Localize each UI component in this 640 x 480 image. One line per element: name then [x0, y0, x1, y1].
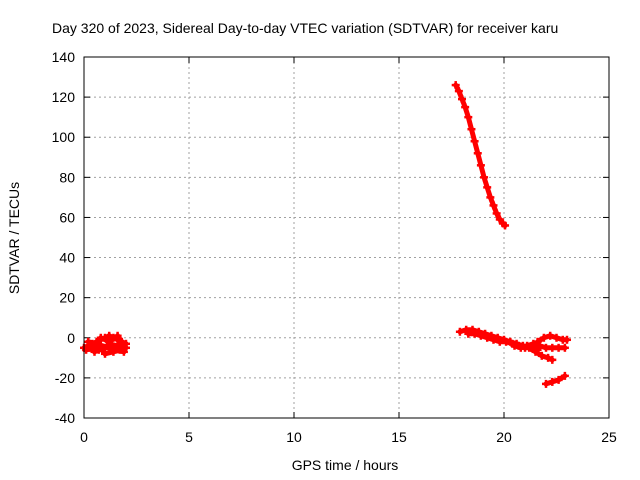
- y-tick-label: 40: [59, 250, 75, 266]
- grid-lines: [84, 57, 609, 418]
- x-tick-label: 20: [496, 429, 512, 445]
- plot-frame: [83, 56, 610, 419]
- x-tick-label: 15: [391, 429, 407, 445]
- y-tick-label: 100: [52, 129, 76, 145]
- data-point: [548, 355, 557, 364]
- data-point: [501, 221, 510, 230]
- data-point: [122, 343, 130, 352]
- trace-segment: [89, 343, 125, 353]
- y-tick-label: -40: [55, 410, 75, 426]
- y-tick-label: 80: [59, 169, 75, 185]
- data-point: [563, 335, 571, 344]
- x-tick-label: 0: [80, 429, 88, 445]
- x-tick-label: 10: [286, 429, 302, 445]
- y-tick-label: 0: [67, 330, 75, 346]
- y-axis-label: SDTVAR / TECUs: [6, 182, 22, 294]
- y-tick-label: 140: [52, 49, 76, 65]
- chart-title: Day 320 of 2023, Sidereal Day-to-day VTE…: [52, 20, 558, 36]
- x-axis-label: GPS time / hours: [292, 457, 399, 473]
- x-tick-label: 5: [185, 429, 193, 445]
- x-tick-label: 25: [601, 429, 617, 445]
- y-tick-label: 120: [52, 89, 76, 105]
- data-point: [560, 371, 569, 380]
- axis-ticks: -40 -20 0 20 40 60 80 100 120 140 0 5 10 15 20 25: [52, 49, 617, 445]
- trace-segment: [115, 333, 129, 351]
- data-points: [80, 81, 571, 388]
- y-tick-label: 20: [59, 290, 75, 306]
- y-tick-label: 60: [59, 209, 75, 225]
- y-tick-label: -20: [55, 370, 75, 386]
- data-point: [560, 343, 569, 352]
